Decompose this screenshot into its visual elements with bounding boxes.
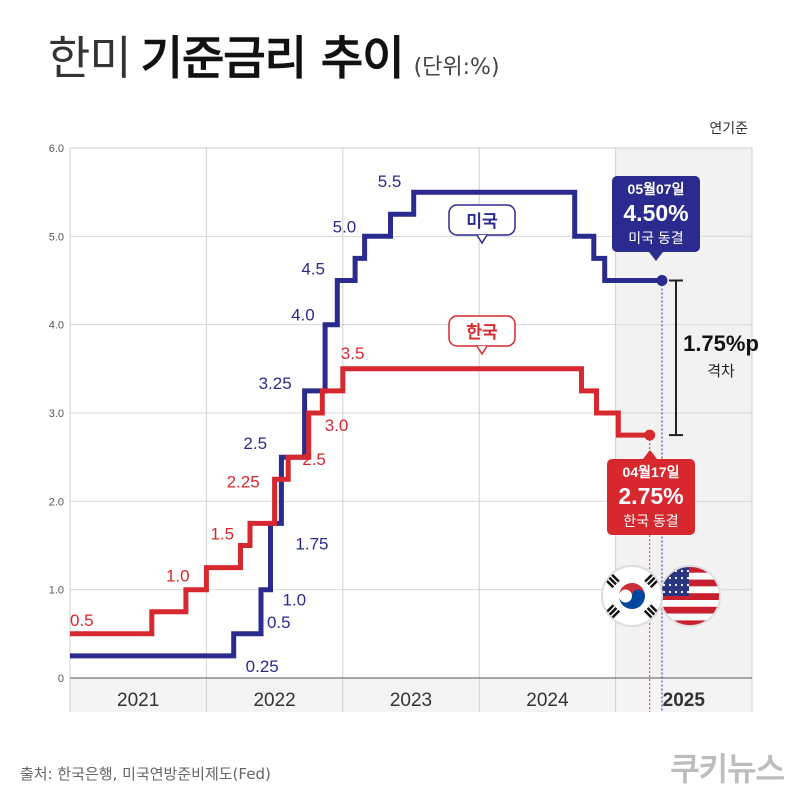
us-callout-date: 05월07일: [628, 181, 685, 197]
us-flag-star: [686, 583, 690, 587]
y-tick-label: 4.0: [49, 320, 64, 332]
us-flag-stripe: [660, 586, 720, 594]
gap-label: 격차: [707, 363, 735, 380]
us-flag-star: [668, 576, 672, 580]
us-value-label: 0.5: [267, 613, 291, 632]
us-flag-stripe: [660, 579, 720, 587]
us-callout-value: 4.50%: [623, 200, 688, 226]
title-bold: 기준금리 추이: [140, 31, 405, 85]
us-flag-star: [662, 590, 666, 594]
publisher-logo: 쿠키뉴스: [670, 750, 785, 788]
us-flag-star: [686, 569, 690, 573]
kr-callout-date: 04월17일: [623, 464, 680, 480]
x-tick-label: 2021: [117, 690, 159, 711]
kr-callout-value: 2.75%: [618, 483, 683, 509]
us-callout-pointer: [649, 252, 663, 261]
us-flag-stripe: [660, 620, 720, 626]
us-callout-note: 미국 동결: [628, 230, 683, 246]
us-value-label: 0.25: [246, 657, 279, 676]
kr-value-label: 3.0: [325, 416, 349, 435]
x-tick-label: 2025: [663, 690, 706, 711]
us-value-label: 2.5: [243, 434, 267, 453]
x-axis-band: [70, 678, 752, 712]
kr-value-label: 2.25: [227, 472, 260, 491]
us-flag-star: [674, 583, 678, 587]
kr-callout: 04월17일 2.75% 한국 동결: [607, 450, 695, 535]
x-tick-label: 2022: [253, 690, 295, 711]
x-tick-label: 2023: [390, 690, 432, 711]
us-flag-stripe: [660, 613, 720, 621]
kr-value-label: 0.5: [70, 611, 94, 630]
us-value-label: 4.5: [301, 260, 325, 279]
x-tick-label: 2024: [526, 690, 569, 711]
y-tick-label: 3.0: [49, 408, 64, 420]
title-light: 한미: [48, 31, 132, 85]
kr-callout-box: [607, 459, 695, 535]
us-series-tag: 미국: [448, 204, 516, 245]
kr-value-label: 1.0: [166, 567, 190, 586]
kr-callout-note: 한국 동결: [623, 513, 678, 529]
us-callout-box: [612, 176, 700, 252]
us-flag-star: [680, 583, 684, 587]
us-flag-star: [668, 583, 672, 587]
us-flag-stripe: [660, 600, 720, 607]
us-value-label: 5.0: [333, 217, 357, 236]
us-value-label: 3.25: [259, 374, 292, 393]
us-flag-stripe: [660, 606, 720, 614]
us-value-label: 1.75: [295, 534, 328, 553]
kr-series-tag-text: 한국: [466, 323, 498, 342]
us-flag-star: [674, 576, 678, 580]
us-callout: 05월07일 4.50% 미국 동결: [612, 176, 700, 261]
y-tick-label: 6.0: [49, 143, 64, 155]
unit-label: (단위:%): [413, 55, 500, 80]
us-flag-stripe: [660, 593, 720, 600]
us-series-tag-text: 미국: [466, 212, 498, 231]
us-flag-stripe: [660, 572, 720, 580]
us-value-label: 4.0: [291, 306, 315, 325]
kr-value-label: 1.5: [211, 525, 235, 544]
us-flag-star: [680, 569, 684, 573]
us-flag-star: [686, 590, 690, 594]
y-tick-label: 1.0: [49, 585, 64, 597]
source-note: 출처: 한국은행, 미국연방준비제도(Fed): [20, 765, 271, 783]
kr-flag-taeguk-blue: [619, 589, 645, 609]
kr-flag-icon: [602, 566, 662, 626]
kr-callout-pointer: [643, 450, 657, 459]
us-flag-star: [680, 576, 684, 580]
kr-value-label: 2.5: [302, 450, 326, 469]
y-tick-label: 5.0: [49, 231, 64, 243]
kr-series-tag: 한국: [448, 315, 516, 356]
chart-title: 한미 기준금리 추이 (단위:%): [48, 22, 500, 88]
kr-series-tag-pointer: [476, 345, 488, 356]
us-rate-line: [70, 189, 662, 659]
us-series-tag-pointer: [476, 234, 488, 245]
kr-value-label: 3.5: [341, 344, 365, 363]
y-tick-label: 0: [58, 673, 64, 685]
us-flag-star: [680, 590, 684, 594]
kr-rate-line: [70, 366, 650, 637]
us-flag-stripe: [660, 566, 720, 573]
y-tick-label: 2.0: [49, 496, 64, 508]
us-value-label: 1.0: [283, 591, 307, 610]
kr-flag-rim: [601, 565, 663, 627]
us-flag-star: [686, 576, 690, 580]
gap-value: 1.75%p: [683, 331, 759, 356]
us-flag-star: [674, 590, 678, 594]
us-value-label: 5.5: [378, 172, 402, 191]
basis-note: 연기준: [709, 121, 748, 137]
us-flag-star: [668, 590, 672, 594]
us-flag-star: [662, 583, 666, 587]
